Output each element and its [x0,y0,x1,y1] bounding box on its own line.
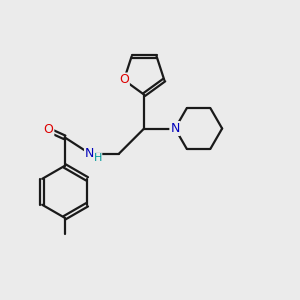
Text: O: O [119,74,129,86]
Text: N: N [85,147,94,160]
Text: H: H [94,153,102,163]
Text: N: N [170,122,180,135]
Text: O: O [44,124,53,136]
